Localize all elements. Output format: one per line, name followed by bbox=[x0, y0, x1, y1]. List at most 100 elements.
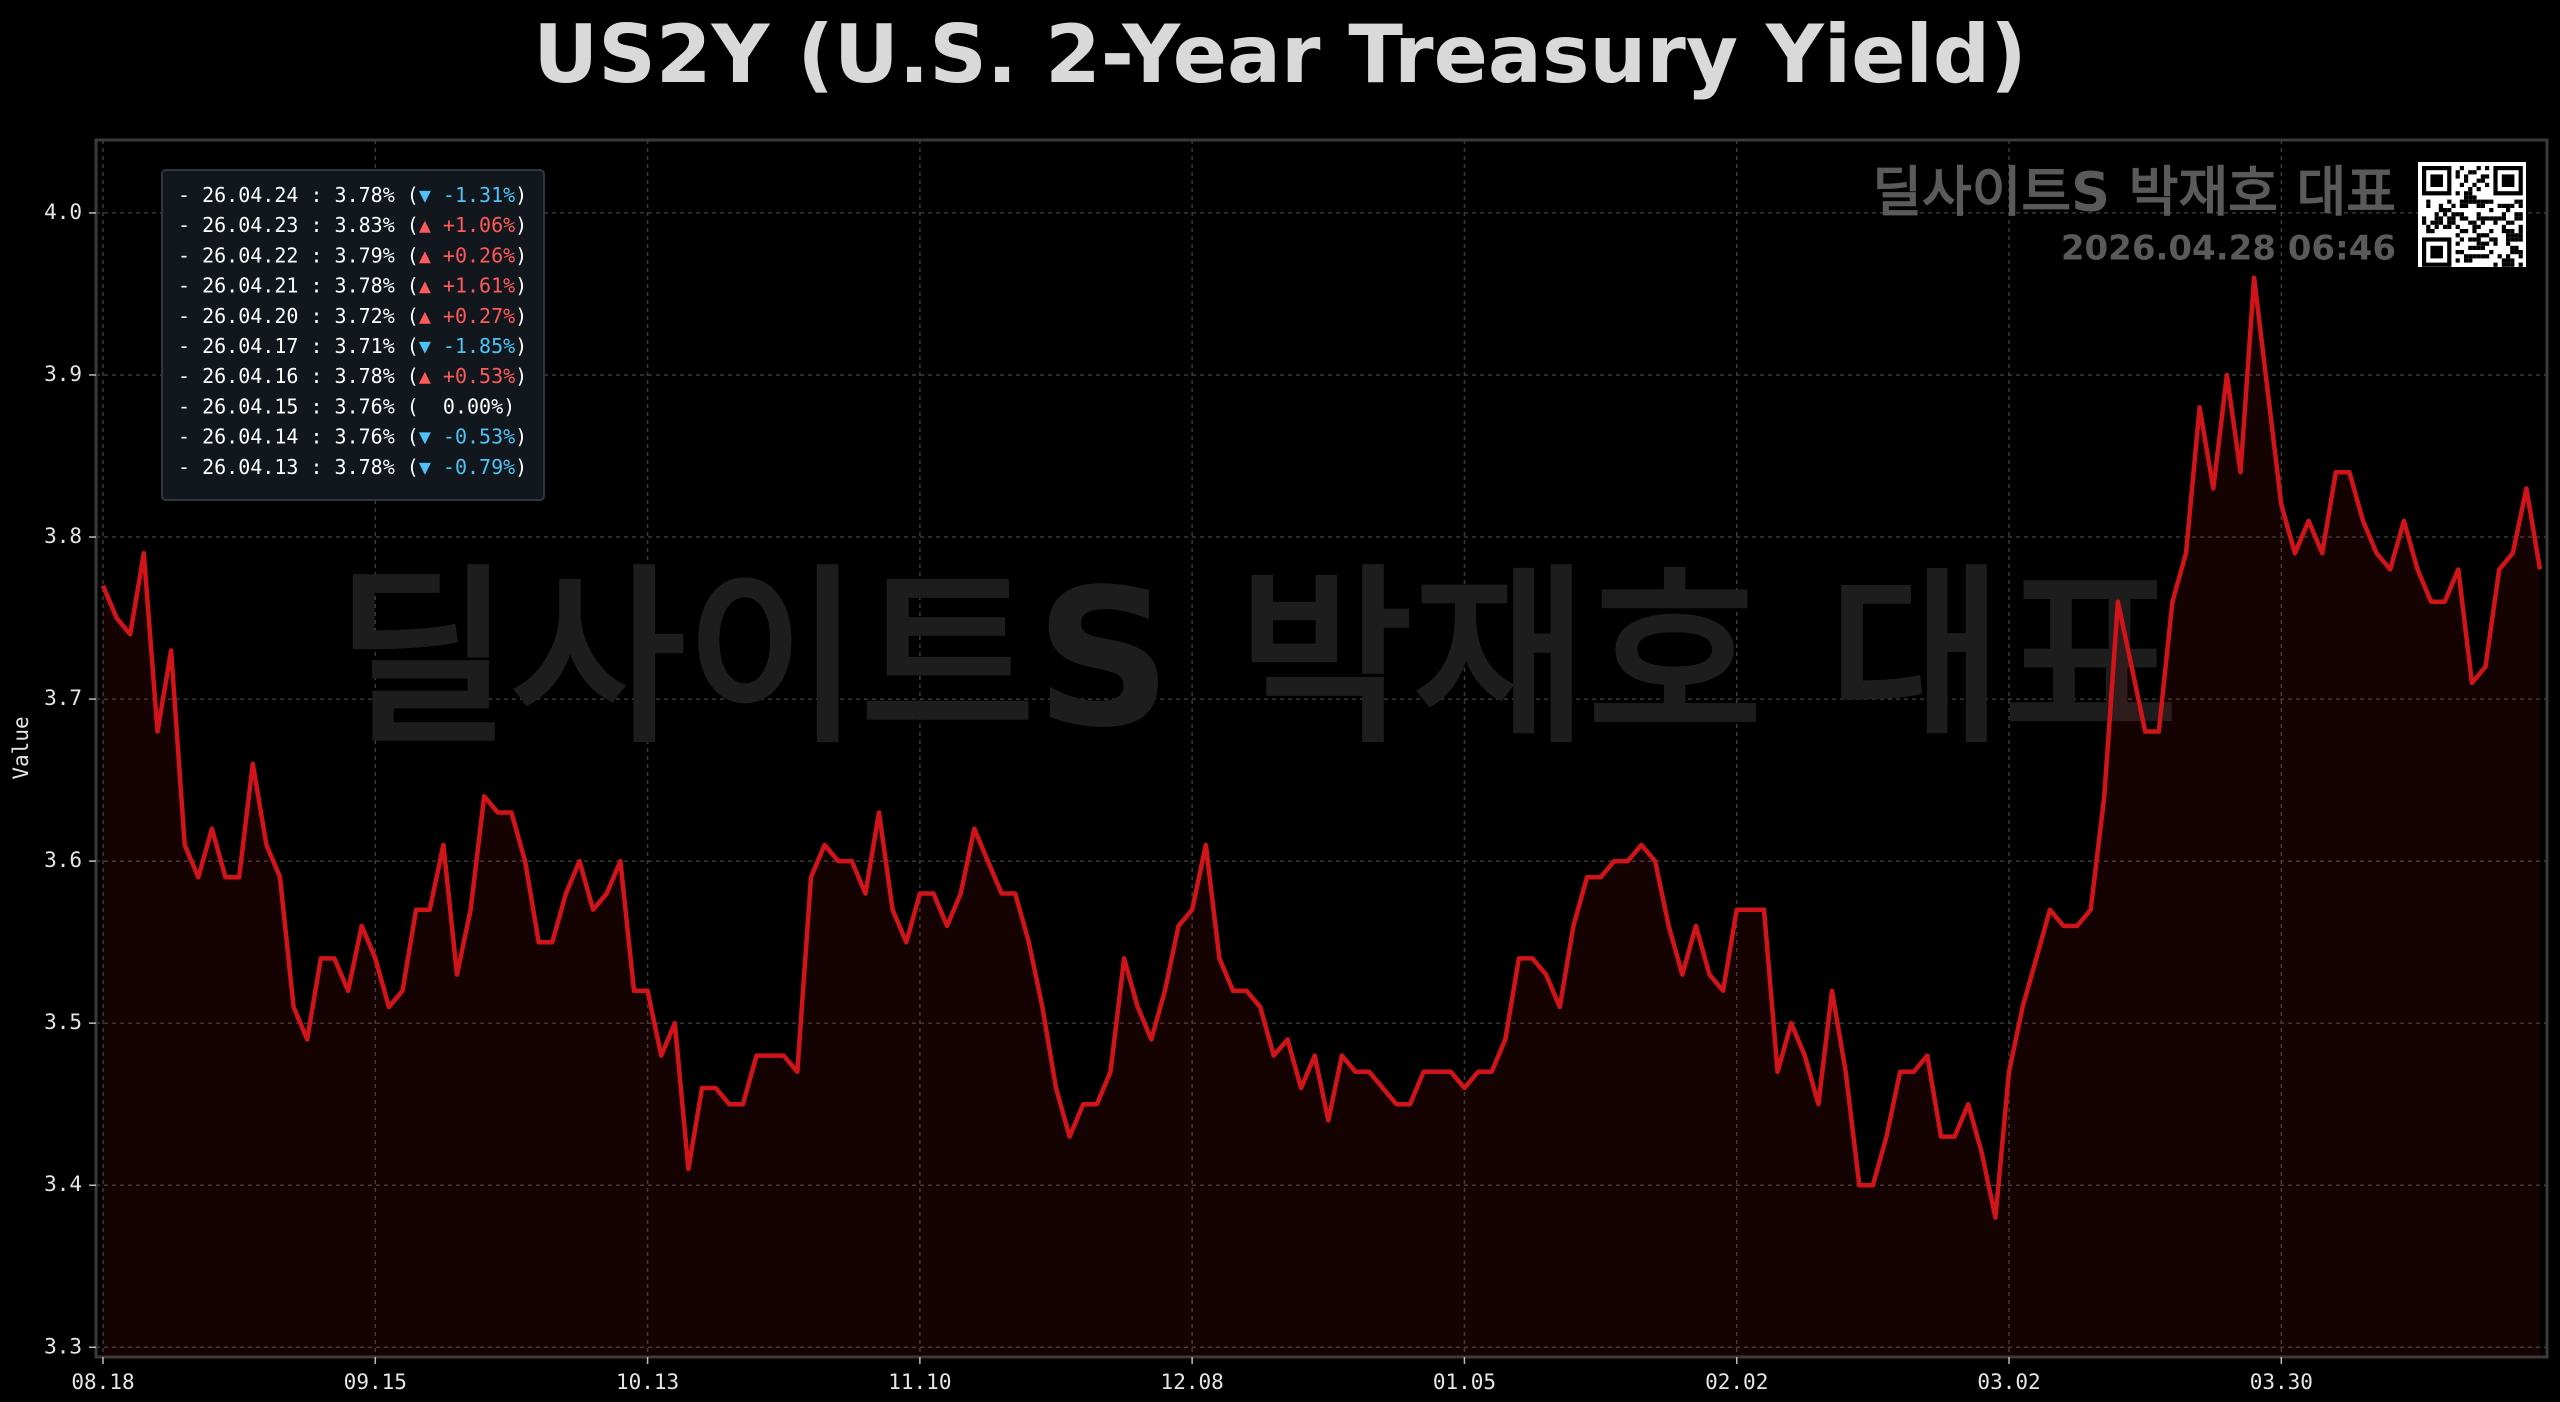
x-tick-label: 09.15 bbox=[344, 1370, 407, 1394]
qr-module bbox=[2510, 229, 2515, 234]
qr-module bbox=[2443, 212, 2448, 217]
qr-module bbox=[2459, 229, 2464, 234]
qr-module bbox=[2480, 203, 2485, 208]
timestamp: 2026.04.28 06:46 bbox=[2061, 229, 2396, 269]
recent-box bbox=[161, 169, 545, 501]
line bbox=[100, 275, 2543, 1220]
recent-change: ▲ +0.53% bbox=[419, 364, 515, 388]
qr-module bbox=[2459, 199, 2464, 204]
recent-change: ▼ -0.53% bbox=[419, 424, 515, 448]
qr-module bbox=[2464, 254, 2469, 259]
qr-module bbox=[2476, 233, 2481, 238]
y-tick-label: 4.0 bbox=[44, 200, 82, 224]
qr-module bbox=[2443, 224, 2448, 229]
recent-text: ) bbox=[515, 243, 527, 267]
qr-module bbox=[2468, 187, 2473, 192]
recent-row: - 26.04.23 : 3.83% (▲ +1.06%) bbox=[178, 213, 527, 237]
qr-module bbox=[2493, 237, 2498, 242]
qr-module bbox=[2455, 258, 2460, 263]
recent-change: ▲ +1.06% bbox=[419, 213, 515, 237]
qr-module bbox=[2472, 220, 2477, 225]
x-tick-label: 11.10 bbox=[888, 1370, 951, 1394]
qr-module bbox=[2510, 245, 2515, 250]
qr-module bbox=[2506, 229, 2511, 234]
qr-module bbox=[2438, 203, 2443, 208]
y-axis-label: Value bbox=[9, 716, 33, 779]
qr-module bbox=[2468, 220, 2473, 225]
qr-module bbox=[2501, 212, 2506, 217]
qr-module bbox=[2510, 258, 2515, 263]
qr-module bbox=[2464, 178, 2469, 183]
recent-text: - 26.04.20 : 3.72% ( bbox=[178, 303, 419, 327]
qr-module bbox=[2489, 199, 2494, 204]
recent-change: 0.00% bbox=[419, 394, 503, 418]
grid bbox=[89, 140, 2547, 1364]
recent-text: - 26.04.17 : 3.71% ( bbox=[178, 334, 419, 358]
recent-list: - 26.04.24 : 3.78% (▼ -1.31%)- 26.04.23 … bbox=[178, 183, 527, 479]
qr-module bbox=[2472, 199, 2477, 204]
qr-module bbox=[2497, 216, 2502, 221]
recent-change: ▼ -1.31% bbox=[419, 183, 515, 207]
qr-module bbox=[2510, 262, 2515, 267]
qr-module bbox=[2459, 250, 2464, 255]
qr-module bbox=[2434, 224, 2439, 229]
qr-module bbox=[2476, 178, 2481, 183]
recent-row: - 26.04.15 : 3.76% ( 0.00%) bbox=[178, 394, 515, 418]
qr-module bbox=[2476, 254, 2481, 259]
brand: 딜사이트S 박재호 대표 bbox=[1872, 161, 2396, 224]
qr-module bbox=[2459, 166, 2464, 171]
recent-text: ) bbox=[515, 364, 527, 388]
y-tick-label: 3.7 bbox=[44, 686, 82, 710]
y-tick-label: 3.6 bbox=[44, 848, 82, 872]
qr-module bbox=[2459, 182, 2464, 187]
qr-module bbox=[2451, 212, 2456, 217]
qr-module bbox=[2480, 254, 2485, 259]
qr-module bbox=[2472, 170, 2477, 175]
qr-module bbox=[2468, 258, 2473, 263]
qr-module bbox=[2489, 229, 2494, 234]
qr-module bbox=[2489, 208, 2494, 213]
qr-module bbox=[2506, 258, 2511, 263]
qr-module bbox=[2468, 199, 2473, 204]
qr-module bbox=[2480, 245, 2485, 250]
qr-module bbox=[2514, 233, 2519, 238]
qr-module bbox=[2447, 220, 2452, 225]
recent-text: - 26.04.21 : 3.78% ( bbox=[178, 273, 419, 297]
recent-text: - 26.04.16 : 3.78% ( bbox=[178, 364, 419, 388]
qr-module bbox=[2476, 187, 2481, 192]
qr-module bbox=[2476, 216, 2481, 221]
recent-change: ▼ -1.85% bbox=[419, 334, 515, 358]
qr-module bbox=[2497, 203, 2502, 208]
qr-module bbox=[2518, 203, 2523, 208]
qr-module bbox=[2493, 262, 2498, 267]
qr-module bbox=[2518, 237, 2523, 242]
qr-module bbox=[2438, 220, 2443, 225]
recent-change: ▲ +1.61% bbox=[419, 273, 515, 297]
recent-text: ) bbox=[515, 424, 527, 448]
qr-module bbox=[2451, 203, 2456, 208]
qr-finder bbox=[2430, 245, 2443, 259]
qr-module bbox=[2518, 216, 2523, 221]
qr-module bbox=[2468, 245, 2473, 250]
qr-module bbox=[2506, 254, 2511, 259]
qr-module bbox=[2476, 212, 2481, 217]
recent-row: - 26.04.17 : 3.71% (▼ -1.85%) bbox=[178, 334, 527, 358]
qr-module bbox=[2464, 229, 2469, 234]
qr-module bbox=[2472, 237, 2477, 242]
recent-text: - 26.04.15 : 3.76% ( bbox=[178, 394, 419, 418]
qr-module bbox=[2480, 216, 2485, 221]
recent-text: - 26.04.13 : 3.78% ( bbox=[178, 454, 419, 478]
qr-module bbox=[2514, 212, 2519, 217]
qr-module bbox=[2510, 233, 2515, 238]
qr-module bbox=[2434, 216, 2439, 221]
qr-module bbox=[2468, 195, 2473, 200]
recent-change: ▲ +0.26% bbox=[419, 243, 515, 267]
recent-row: - 26.04.13 : 3.78% (▼ -0.79%) bbox=[178, 454, 527, 478]
qr-module bbox=[2476, 199, 2481, 204]
qr-module bbox=[2459, 203, 2464, 208]
qr-module bbox=[2455, 224, 2460, 229]
qr-module bbox=[2459, 212, 2464, 217]
recent-text: ) bbox=[515, 303, 527, 327]
recent-text: ) bbox=[503, 394, 515, 418]
